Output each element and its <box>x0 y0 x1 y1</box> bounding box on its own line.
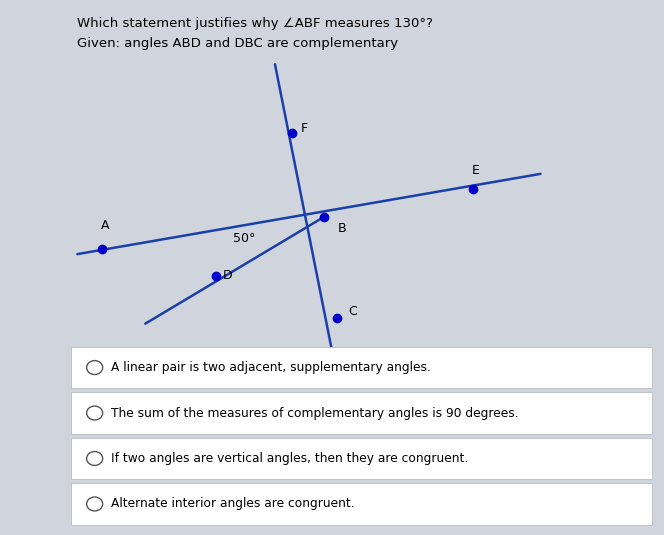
Text: Given: angles ABD and DBC are complementary: Given: angles ABD and DBC are complement… <box>78 37 398 50</box>
Text: A linear pair is two adjacent, supplementary angles.: A linear pair is two adjacent, supplemen… <box>112 361 431 374</box>
FancyBboxPatch shape <box>71 392 651 434</box>
Text: Which statement justifies why ∠ABF measures 130°?: Which statement justifies why ∠ABF measu… <box>78 17 433 30</box>
FancyBboxPatch shape <box>71 483 651 525</box>
Text: E: E <box>471 164 479 177</box>
Text: B: B <box>338 222 347 235</box>
Text: D: D <box>222 269 232 282</box>
Text: F: F <box>301 122 308 135</box>
Text: If two angles are vertical angles, then they are congruent.: If two angles are vertical angles, then … <box>112 452 469 465</box>
FancyBboxPatch shape <box>71 438 651 479</box>
Text: A: A <box>101 219 110 232</box>
Text: C: C <box>348 305 357 318</box>
Text: 50°: 50° <box>233 232 255 244</box>
Text: The sum of the measures of complementary angles is 90 degrees.: The sum of the measures of complementary… <box>112 407 519 419</box>
Text: Alternate interior angles are congruent.: Alternate interior angles are congruent. <box>112 498 355 510</box>
FancyBboxPatch shape <box>71 347 651 388</box>
